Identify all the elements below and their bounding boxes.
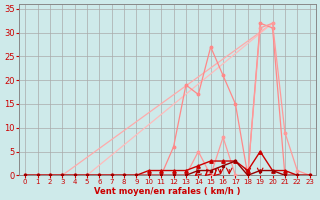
X-axis label: Vent moyen/en rafales ( km/h ): Vent moyen/en rafales ( km/h ) [94, 187, 241, 196]
